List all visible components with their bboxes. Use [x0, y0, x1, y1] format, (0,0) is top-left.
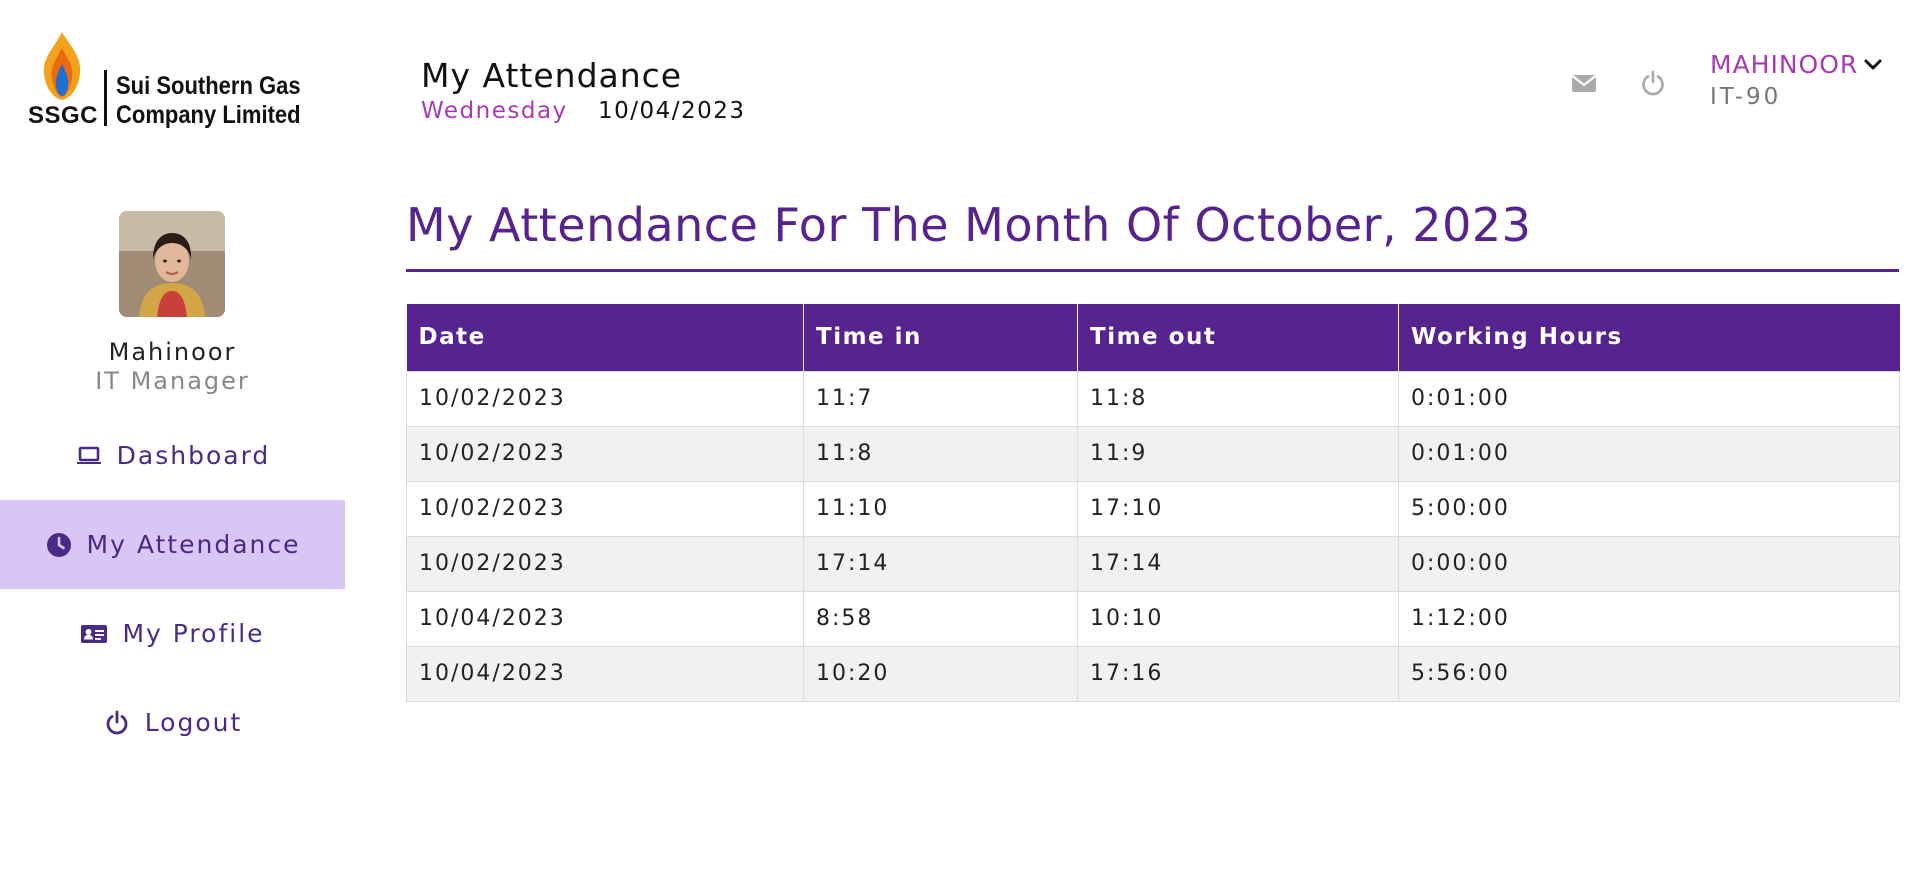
cell-time-out: 17:16: [1077, 645, 1399, 702]
cell-working-hours: 0:00:00: [1398, 535, 1900, 592]
sidebar-item-label: Dashboard: [116, 441, 271, 470]
id-card-icon: [81, 624, 108, 643]
cell-time-out: 11:8: [1077, 370, 1399, 427]
logo-company-name: Sui Southern Gas Company Limited: [116, 72, 301, 130]
table-header-row: Date Time in Time out Working Hours: [406, 304, 1900, 371]
column-header-time-out: Time out: [1077, 304, 1399, 371]
sidebar-item-my-profile[interactable]: My Profile: [0, 589, 345, 678]
flame-logo-icon: [43, 32, 81, 100]
avatar: [119, 211, 225, 317]
table-row: 10/02/2023 17:14 17:14 0:00:00: [406, 535, 1900, 592]
cell-working-hours: 5:00:00: [1398, 480, 1900, 537]
column-header-date: Date: [406, 304, 804, 371]
title-divider: [406, 269, 1899, 272]
envelope-icon[interactable]: [1569, 68, 1599, 98]
cell-time-in: 11:8: [803, 425, 1078, 482]
header-power-icon[interactable]: [1638, 68, 1668, 98]
current-date: 10/04/2023: [598, 98, 746, 124]
cell-working-hours: 1:12:00: [1398, 590, 1900, 647]
avatar-photo: [119, 211, 225, 317]
attendance-table: Date Time in Time out Working Hours 10/0…: [406, 304, 1900, 702]
cell-date: 10/04/2023: [406, 645, 804, 702]
attendance-section-title: My Attendance For The Month Of October, …: [406, 198, 1532, 252]
user-menu-name[interactable]: MAHINOOR: [1710, 50, 1859, 79]
cell-time-in: 11:10: [803, 480, 1078, 537]
cell-time-in: 17:14: [803, 535, 1078, 592]
cell-working-hours: 5:56:00: [1398, 645, 1900, 702]
logo-name-line-2: Company Limited: [116, 101, 301, 129]
cell-time-out: 17:14: [1077, 535, 1399, 592]
column-header-working-hours: Working Hours: [1398, 304, 1900, 371]
cell-date: 10/04/2023: [406, 590, 804, 647]
cell-working-hours: 0:01:00: [1398, 425, 1900, 482]
sidebar-item-my-attendance[interactable]: My Attendance: [0, 500, 345, 589]
cell-time-in: 8:58: [803, 590, 1078, 647]
sidebar-item-logout[interactable]: Logout: [0, 678, 345, 767]
table-row: 10/02/2023 11:10 17:10 5:00:00: [406, 480, 1900, 537]
cell-time-out: 17:10: [1077, 480, 1399, 537]
cell-date: 10/02/2023: [406, 370, 804, 427]
cell-time-out: 10:10: [1077, 590, 1399, 647]
column-header-time-in: Time in: [803, 304, 1078, 371]
table-row: 10/04/2023 10:20 17:16 5:56:00: [406, 645, 1900, 702]
sidebar-item-dashboard[interactable]: Dashboard: [0, 411, 345, 500]
company-logo[interactable]: SSGC Sui Southern Gas Company Limited: [28, 30, 338, 130]
cell-time-in: 11:7: [803, 370, 1078, 427]
logo-name-line-1: Sui Southern Gas: [116, 72, 301, 100]
logo-divider: [104, 70, 107, 126]
page-title: My Attendance: [421, 56, 683, 95]
table-row: 10/02/2023 11:7 11:8 0:01:00: [406, 370, 1900, 427]
chevron-down-icon[interactable]: [1862, 54, 1884, 76]
cell-date: 10/02/2023: [406, 535, 804, 592]
clock-icon: [46, 532, 71, 557]
current-day: Wednesday: [421, 98, 568, 124]
user-id: IT-90: [1710, 84, 1782, 110]
cell-working-hours: 0:01:00: [1398, 370, 1900, 427]
cell-time-out: 11:9: [1077, 425, 1399, 482]
cell-date: 10/02/2023: [406, 480, 804, 537]
sidebar-item-label: My Attendance: [86, 530, 301, 559]
laptop-icon: [76, 446, 101, 464]
table-row: 10/02/2023 11:8 11:9 0:01:00: [406, 425, 1900, 482]
sidebar-item-label: My Profile: [122, 619, 265, 648]
sidebar-item-label: Logout: [144, 708, 243, 737]
sidebar-nav: Dashboard My Attendance My Profile: [0, 411, 345, 767]
profile-role: IT Manager: [95, 367, 250, 395]
profile-name: Mahinoor: [108, 338, 237, 366]
cell-date: 10/02/2023: [406, 425, 804, 482]
cell-time-in: 10:20: [803, 645, 1078, 702]
table-row: 10/04/2023 8:58 10:10 1:12:00: [406, 590, 1900, 647]
power-icon: [106, 710, 128, 734]
logo-abbreviation: SSGC: [28, 102, 99, 129]
